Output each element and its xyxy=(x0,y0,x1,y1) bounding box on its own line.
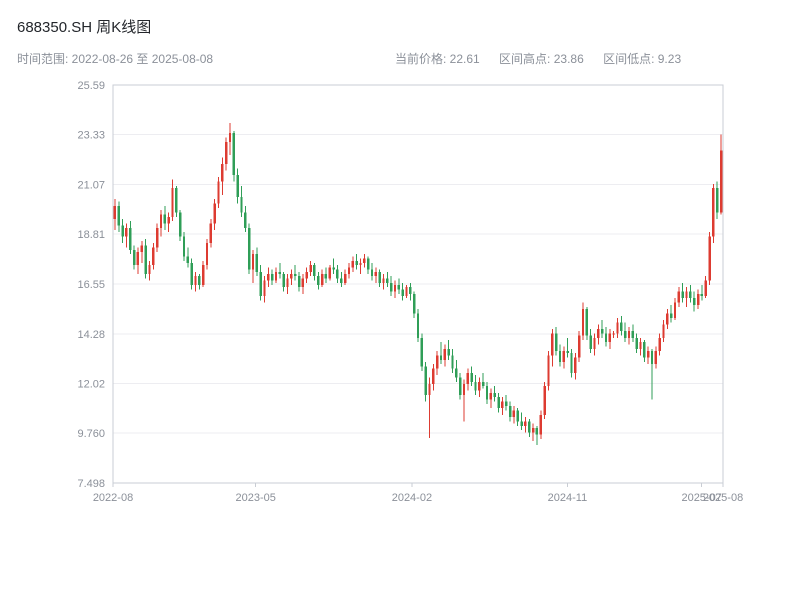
svg-text:2025-08: 2025-08 xyxy=(703,492,743,504)
candles xyxy=(113,123,723,445)
price-stats: 当前价格: 22.61 区间高点: 23.86 区间低点: 9.23 xyxy=(395,50,697,67)
svg-text:7.498: 7.498 xyxy=(77,478,105,490)
gridlines xyxy=(113,84,723,484)
svg-text:2024-02: 2024-02 xyxy=(392,492,432,504)
svg-text:2025-07: 2025-07 xyxy=(681,492,721,504)
range-high-label: 区间高点: 23.86 xyxy=(499,52,584,66)
current-price-label: 当前价格: 22.61 xyxy=(395,52,480,66)
range-low-label: 区间低点: 9.23 xyxy=(603,52,682,66)
svg-text:12.02: 12.02 xyxy=(77,379,105,391)
svg-text:18.81: 18.81 xyxy=(77,229,105,241)
svg-text:23.33: 23.33 xyxy=(77,130,105,142)
page-title: 688350.SH 周K线图 xyxy=(17,19,152,36)
svg-text:21.07: 21.07 xyxy=(77,179,105,191)
svg-text:2022-08: 2022-08 xyxy=(93,492,133,504)
svg-text:25.59: 25.59 xyxy=(77,80,105,92)
svg-text:2023-05: 2023-05 xyxy=(236,492,276,504)
subtitle-row: 时间范围: 2022-08-26 至 2025-08-08 当前价格: 22.6… xyxy=(0,50,800,66)
svg-text:2024-11: 2024-11 xyxy=(548,492,588,504)
time-range-label: 时间范围: 2022-08-26 至 2025-08-08 xyxy=(17,52,214,66)
axis-labels: 7.498 9.760 12.02 14.28 16.55 18.81 21.07 23.33… xyxy=(77,80,743,504)
svg-text:9.760: 9.760 xyxy=(77,428,105,440)
svg-text:16.55: 16.55 xyxy=(77,279,105,291)
svg-text:14.28: 14.28 xyxy=(77,329,105,341)
